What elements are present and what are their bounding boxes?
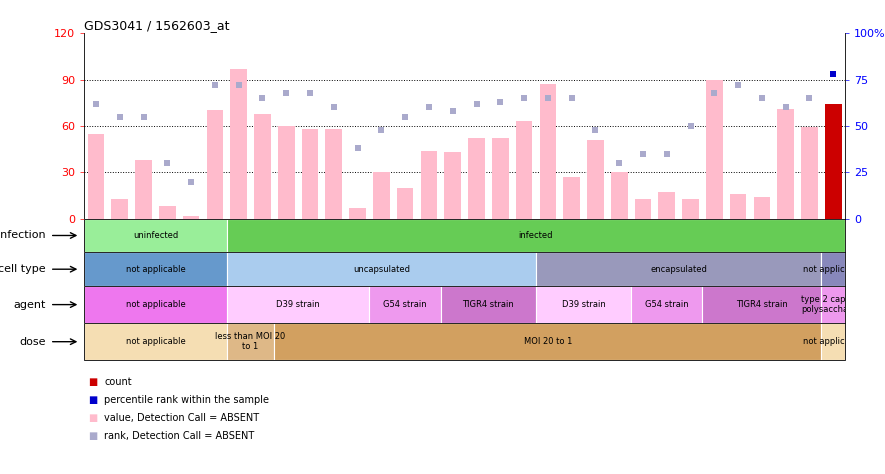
- Text: GDS3041 / 1562603_at: GDS3041 / 1562603_at: [84, 19, 229, 32]
- Bar: [444, 152, 461, 219]
- Text: ■: ■: [88, 430, 97, 441]
- Bar: [587, 140, 604, 219]
- Bar: [730, 194, 746, 219]
- Text: ■: ■: [88, 412, 97, 423]
- Bar: [112, 199, 128, 219]
- Text: rank, Detection Call = ABSENT: rank, Detection Call = ABSENT: [104, 430, 255, 441]
- Text: infected: infected: [519, 231, 553, 240]
- Text: G54 strain: G54 strain: [383, 300, 427, 309]
- Text: D39 strain: D39 strain: [562, 300, 605, 309]
- Bar: [825, 104, 842, 219]
- Text: D39 strain: D39 strain: [276, 300, 320, 309]
- Bar: [84, 323, 227, 360]
- Bar: [468, 138, 485, 219]
- Bar: [254, 114, 271, 219]
- Text: value, Detection Call = ABSENT: value, Detection Call = ABSENT: [104, 412, 259, 423]
- Bar: [821, 286, 845, 323]
- Bar: [564, 177, 580, 219]
- Text: percentile rank within the sample: percentile rank within the sample: [104, 394, 269, 405]
- Bar: [350, 208, 366, 219]
- Bar: [227, 219, 845, 252]
- Bar: [420, 151, 437, 219]
- Bar: [658, 192, 675, 219]
- Bar: [84, 252, 227, 286]
- Bar: [278, 126, 295, 219]
- Bar: [611, 172, 627, 219]
- Bar: [635, 199, 651, 219]
- Text: not applicable: not applicable: [126, 337, 185, 346]
- Bar: [516, 121, 533, 219]
- Bar: [135, 160, 152, 219]
- Text: less than MOI 20
to 1: less than MOI 20 to 1: [215, 332, 286, 351]
- Bar: [441, 286, 536, 323]
- Bar: [754, 197, 770, 219]
- Bar: [801, 128, 818, 219]
- Bar: [84, 286, 227, 323]
- Text: not applicable: not applicable: [126, 264, 185, 273]
- Bar: [540, 84, 556, 219]
- Text: infection: infection: [0, 230, 46, 240]
- Text: ■: ■: [88, 376, 97, 387]
- Bar: [227, 323, 274, 360]
- Bar: [536, 286, 631, 323]
- Bar: [206, 110, 223, 219]
- Text: encapsulated: encapsulated: [650, 264, 707, 273]
- Bar: [396, 188, 413, 219]
- Text: MOI 20 to 1: MOI 20 to 1: [524, 337, 572, 346]
- Bar: [706, 80, 723, 219]
- Text: TIGR4 strain: TIGR4 strain: [736, 300, 788, 309]
- Bar: [326, 129, 342, 219]
- Bar: [373, 172, 389, 219]
- Text: not applicable: not applicable: [804, 337, 863, 346]
- Bar: [682, 199, 699, 219]
- Text: not applicable: not applicable: [126, 300, 185, 309]
- Bar: [777, 109, 794, 219]
- Text: uninfected: uninfected: [133, 231, 178, 240]
- Bar: [159, 206, 175, 219]
- Bar: [227, 252, 536, 286]
- Bar: [302, 129, 319, 219]
- Text: agent: agent: [13, 300, 46, 310]
- Text: count: count: [104, 376, 132, 387]
- Bar: [492, 138, 509, 219]
- Bar: [370, 286, 441, 323]
- Bar: [821, 252, 845, 286]
- Bar: [703, 286, 821, 323]
- Text: not applicable: not applicable: [804, 264, 863, 273]
- Text: ■: ■: [88, 394, 97, 405]
- Text: cell type: cell type: [0, 264, 46, 274]
- Text: dose: dose: [19, 337, 46, 346]
- Bar: [274, 323, 821, 360]
- Text: uncapsulated: uncapsulated: [353, 264, 410, 273]
- Text: type 2 capsular
polysaccharide: type 2 capsular polysaccharide: [801, 295, 866, 314]
- Bar: [88, 134, 104, 219]
- Bar: [536, 252, 821, 286]
- Text: TIGR4 strain: TIGR4 strain: [463, 300, 514, 309]
- Bar: [631, 286, 703, 323]
- Bar: [183, 216, 199, 219]
- Text: G54 strain: G54 strain: [645, 300, 689, 309]
- Bar: [821, 323, 845, 360]
- Bar: [227, 286, 370, 323]
- Bar: [230, 69, 247, 219]
- Bar: [84, 219, 227, 252]
